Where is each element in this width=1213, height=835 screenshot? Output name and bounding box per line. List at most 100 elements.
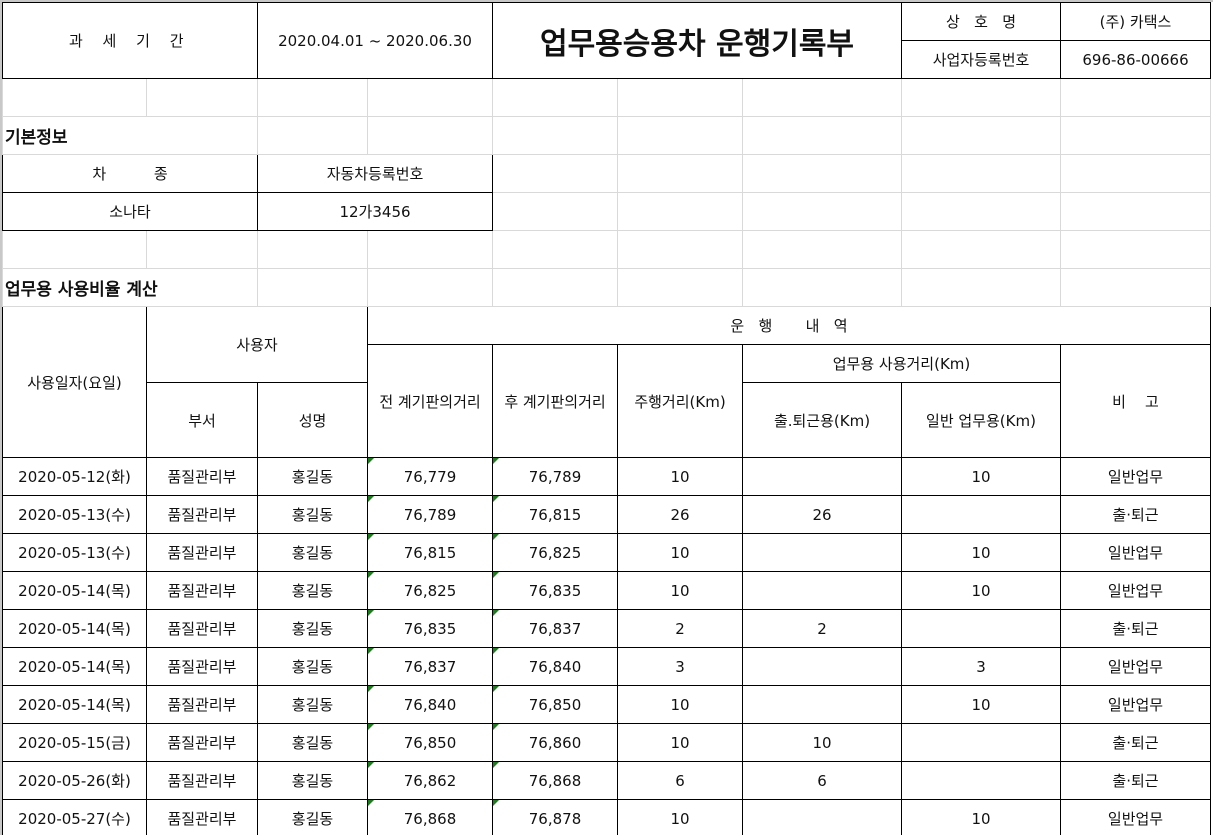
cell-after[interactable]: 76,837 bbox=[492, 609, 618, 648]
cell-before[interactable]: 76,825 bbox=[367, 571, 493, 610]
cell-note[interactable]: 일반업무 bbox=[1060, 685, 1211, 724]
cell-date[interactable]: 2020-05-14(목) bbox=[2, 685, 147, 724]
page-title[interactable]: 업무용승용차 운행기록부 bbox=[492, 2, 902, 79]
cell-general[interactable]: 10 bbox=[901, 685, 1061, 724]
cell-note[interactable]: 출·퇴근 bbox=[1060, 609, 1211, 648]
cell-commute[interactable] bbox=[742, 799, 902, 835]
basic-section-title[interactable]: 기본정보 bbox=[2, 116, 258, 155]
cell-dist[interactable]: 10 bbox=[617, 685, 743, 724]
col-commute-header[interactable]: 출.퇴근용(Km) bbox=[742, 382, 902, 458]
cell-after[interactable]: 76,789 bbox=[492, 457, 618, 496]
cell-before[interactable]: 76,862 bbox=[367, 761, 493, 800]
col-date-header[interactable]: 사용일자(요일) bbox=[2, 306, 147, 458]
col-note-header[interactable]: 비 고 bbox=[1060, 344, 1211, 458]
cell-general[interactable]: 3 bbox=[901, 647, 1061, 686]
cell-commute[interactable]: 26 bbox=[742, 495, 902, 534]
col-before-header[interactable]: 전 계기판의거리 bbox=[367, 344, 493, 458]
cell-after[interactable]: 76,840 bbox=[492, 647, 618, 686]
col-name-header[interactable]: 성명 bbox=[257, 382, 368, 458]
cell-after[interactable]: 76,868 bbox=[492, 761, 618, 800]
cell-before[interactable]: 76,835 bbox=[367, 609, 493, 648]
cell-general[interactable] bbox=[901, 495, 1061, 534]
cell-general[interactable]: 10 bbox=[901, 799, 1061, 835]
cell-date[interactable]: 2020-05-27(수) bbox=[2, 799, 147, 835]
cell-date[interactable]: 2020-05-26(화) bbox=[2, 761, 147, 800]
usage-section-title[interactable]: 업무용 사용비율 계산 bbox=[2, 268, 258, 307]
cell-note[interactable]: 일반업무 bbox=[1060, 647, 1211, 686]
cell-note[interactable]: 출·퇴근 bbox=[1060, 723, 1211, 762]
cell-name[interactable]: 홍길동 bbox=[257, 799, 368, 835]
cell-general[interactable]: 10 bbox=[901, 533, 1061, 572]
cell-note[interactable]: 일반업무 bbox=[1060, 799, 1211, 835]
cell-name[interactable]: 홍길동 bbox=[257, 723, 368, 762]
cell-name[interactable]: 홍길동 bbox=[257, 495, 368, 534]
cell-name[interactable]: 홍길동 bbox=[257, 685, 368, 724]
cell-note[interactable]: 일반업무 bbox=[1060, 571, 1211, 610]
cell-commute[interactable] bbox=[742, 533, 902, 572]
cell-before[interactable]: 76,789 bbox=[367, 495, 493, 534]
period-label[interactable]: 과 세 기 간 bbox=[2, 2, 258, 79]
cell-dist[interactable]: 10 bbox=[617, 799, 743, 835]
cell-general[interactable]: 10 bbox=[901, 571, 1061, 610]
cell-commute[interactable]: 2 bbox=[742, 609, 902, 648]
col-general-header[interactable]: 일반 업무용(Km) bbox=[901, 382, 1061, 458]
cell-after[interactable]: 76,850 bbox=[492, 685, 618, 724]
cell-name[interactable]: 홍길동 bbox=[257, 761, 368, 800]
cell-commute[interactable] bbox=[742, 685, 902, 724]
cell-after[interactable]: 76,815 bbox=[492, 495, 618, 534]
cell-dept[interactable]: 품질관리부 bbox=[146, 571, 258, 610]
cell-before[interactable]: 76,850 bbox=[367, 723, 493, 762]
cell-dist[interactable]: 10 bbox=[617, 723, 743, 762]
cell-before[interactable]: 76,779 bbox=[367, 457, 493, 496]
cell-commute[interactable] bbox=[742, 571, 902, 610]
cell-before[interactable]: 76,868 bbox=[367, 799, 493, 835]
cell-note[interactable]: 일반업무 bbox=[1060, 457, 1211, 496]
cell-general[interactable] bbox=[901, 609, 1061, 648]
car-type-value[interactable]: 소나타 bbox=[2, 192, 258, 231]
cell-commute[interactable] bbox=[742, 647, 902, 686]
cell-general[interactable]: 10 bbox=[901, 457, 1061, 496]
cell-before[interactable]: 76,815 bbox=[367, 533, 493, 572]
cell-note[interactable]: 일반업무 bbox=[1060, 533, 1211, 572]
cell-dept[interactable]: 품질관리부 bbox=[146, 647, 258, 686]
col-dept-header[interactable]: 부서 bbox=[146, 382, 258, 458]
col-distance-header[interactable]: 주행거리(Km) bbox=[617, 344, 743, 458]
col-business-header[interactable]: 업무용 사용거리(Km) bbox=[742, 344, 1061, 383]
cell-name[interactable]: 홍길동 bbox=[257, 609, 368, 648]
col-operation-header[interactable]: 운 행 내 역 bbox=[367, 306, 1211, 345]
cell-before[interactable]: 76,840 bbox=[367, 685, 493, 724]
cell-commute[interactable]: 6 bbox=[742, 761, 902, 800]
cell-dept[interactable]: 품질관리부 bbox=[146, 685, 258, 724]
cell-note[interactable]: 출·퇴근 bbox=[1060, 761, 1211, 800]
cell-dist[interactable]: 10 bbox=[617, 533, 743, 572]
cell-date[interactable]: 2020-05-12(화) bbox=[2, 457, 147, 496]
cell-date[interactable]: 2020-05-14(목) bbox=[2, 571, 147, 610]
cell-dist[interactable]: 26 bbox=[617, 495, 743, 534]
period-value[interactable]: 2020.04.01 ~ 2020.06.30 bbox=[257, 2, 493, 79]
company-value[interactable]: (주) 카택스 bbox=[1060, 2, 1211, 41]
cell-date[interactable]: 2020-05-15(금) bbox=[2, 723, 147, 762]
cell-commute[interactable]: 10 bbox=[742, 723, 902, 762]
cell-dist[interactable]: 3 bbox=[617, 647, 743, 686]
cell-name[interactable]: 홍길동 bbox=[257, 571, 368, 610]
cell-note[interactable]: 출·퇴근 bbox=[1060, 495, 1211, 534]
company-label[interactable]: 상 호 명 bbox=[901, 2, 1061, 41]
cell-dist[interactable]: 10 bbox=[617, 571, 743, 610]
cell-general[interactable] bbox=[901, 761, 1061, 800]
cell-after[interactable]: 76,878 bbox=[492, 799, 618, 835]
cell-dept[interactable]: 품질관리부 bbox=[146, 723, 258, 762]
cell-date[interactable]: 2020-05-13(수) bbox=[2, 495, 147, 534]
cell-general[interactable] bbox=[901, 723, 1061, 762]
cell-dept[interactable]: 품질관리부 bbox=[146, 495, 258, 534]
cell-dept[interactable]: 품질관리부 bbox=[146, 761, 258, 800]
cell-before[interactable]: 76,837 bbox=[367, 647, 493, 686]
cell-name[interactable]: 홍길동 bbox=[257, 457, 368, 496]
cell-dept[interactable]: 품질관리부 bbox=[146, 533, 258, 572]
bizno-value[interactable]: 696-86-00666 bbox=[1060, 40, 1211, 79]
cell-dist[interactable]: 10 bbox=[617, 457, 743, 496]
cell-commute[interactable] bbox=[742, 457, 902, 496]
bizno-label[interactable]: 사업자등록번호 bbox=[901, 40, 1061, 79]
reg-no-value[interactable]: 12가3456 bbox=[257, 192, 493, 231]
cell-name[interactable]: 홍길동 bbox=[257, 647, 368, 686]
cell-dist[interactable]: 2 bbox=[617, 609, 743, 648]
